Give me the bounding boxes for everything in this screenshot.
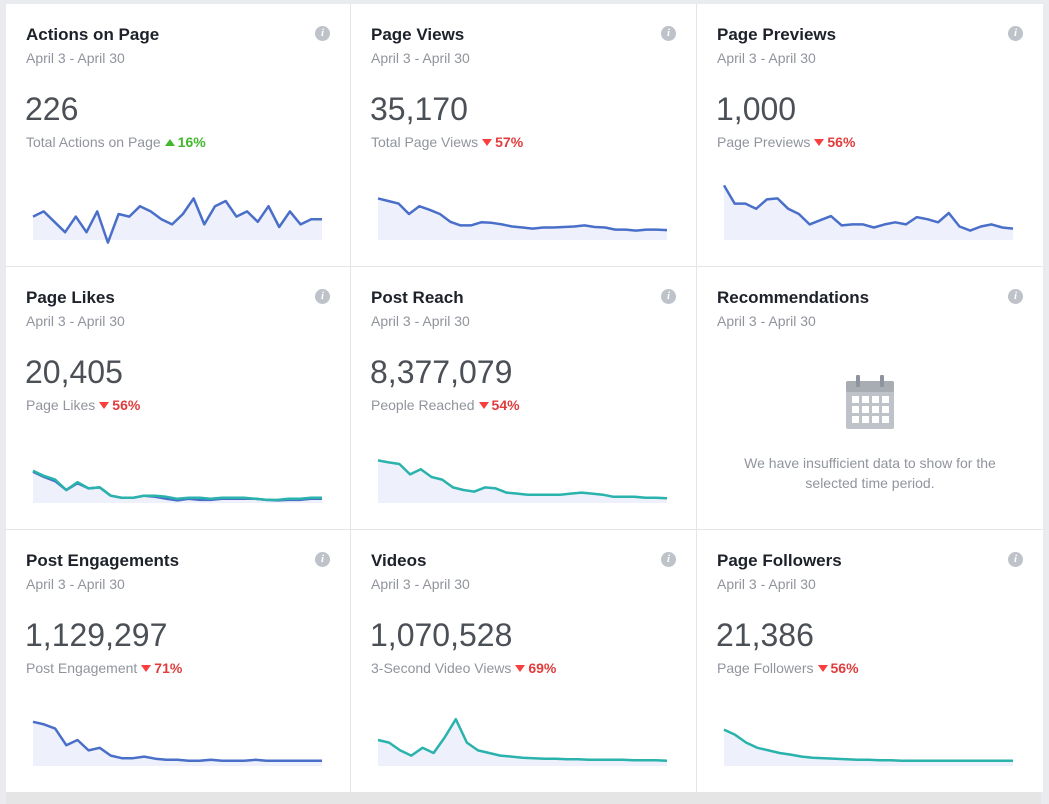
sparkline-chart[interactable] (6, 437, 350, 517)
triangle-down-icon (99, 402, 110, 409)
metric-row: Page Followers 56% (717, 660, 859, 676)
card-date-range: April 3 - April 30 (26, 50, 125, 66)
metric-value: 20,405 (25, 354, 123, 390)
card-page-followers[interactable]: Page Followers April 3 - April 30 i 21,3… (697, 530, 1043, 792)
card-date-range: April 3 - April 30 (371, 576, 470, 592)
card-date-range: April 3 - April 30 (717, 313, 816, 329)
info-icon[interactable]: i (1008, 552, 1023, 567)
sparkline-area (33, 470, 322, 503)
sparkline-area (378, 460, 667, 503)
card-page-views[interactable]: Page Views April 3 - April 30 i 35,170 T… (351, 4, 696, 266)
triangle-down-icon (482, 139, 493, 146)
sparkline-line (32, 197, 322, 244)
metric-row: 3-Second Video Views 69% (371, 660, 556, 676)
empty-state-message: We have insufficient data to show for th… (744, 455, 996, 491)
info-icon[interactable]: i (315, 552, 330, 567)
metric-row: Page Previews 56% (717, 134, 855, 150)
sparkline-chart[interactable] (351, 700, 695, 780)
sparkline-line (32, 469, 322, 502)
sparkline-line (722, 184, 1014, 232)
card-title[interactable]: Post Reach (371, 288, 464, 307)
card-title[interactable]: Post Engagements (26, 551, 180, 570)
info-icon[interactable]: i (661, 289, 676, 304)
change-percent: 57% (495, 134, 524, 150)
metric-row: Total Page Views 57% (371, 134, 523, 150)
metric-label: Page Followers (717, 660, 814, 676)
metric-label: 3-Second Video Views (371, 660, 512, 676)
metric-label: Total Page Views (371, 134, 479, 150)
card-date-range: April 3 - April 30 (371, 50, 470, 66)
card-page-previews[interactable]: Page Previews April 3 - April 30 i 1,000… (697, 4, 1043, 266)
card-title[interactable]: Actions on Page (26, 25, 160, 44)
card-date-range: April 3 - April 30 (26, 313, 125, 329)
sparkline-chart[interactable] (351, 174, 695, 254)
metric-value: 8,377,079 (370, 354, 513, 390)
triangle-down-icon (814, 139, 825, 146)
change-percent: 56% (830, 660, 859, 676)
sparkline-line (377, 197, 668, 232)
card-actions-on-page[interactable]: Actions on Page April 3 - April 30 i 226… (6, 4, 350, 266)
info-icon[interactable]: i (1008, 289, 1023, 304)
metric-label: Page Likes (26, 397, 96, 413)
metric-label: Total Actions on Page (26, 134, 161, 150)
metric-value: 1,070,528 (370, 617, 513, 653)
card-date-range: April 3 - April 30 (717, 576, 816, 592)
change-percent: 16% (177, 134, 206, 150)
metric-row: Page Likes 56% (26, 397, 140, 413)
card-videos[interactable]: Videos April 3 - April 30 i 1,070,528 3-… (351, 530, 696, 792)
metric-value: 1,129,297 (25, 617, 168, 653)
card-page-likes[interactable]: Page Likes April 3 - April 30 i 20,405 P… (6, 267, 350, 529)
change-percent: 69% (528, 660, 557, 676)
sparkline-area (724, 185, 1013, 240)
sparkline-chart[interactable] (6, 174, 350, 254)
calendar-icon (846, 375, 894, 429)
metric-value: 226 (25, 91, 79, 127)
metric-label: Page Previews (717, 134, 811, 150)
info-icon[interactable]: i (315, 26, 330, 41)
card-post-engagements[interactable]: Post Engagements April 3 - April 30 i 1,… (6, 530, 350, 792)
card-date-range: April 3 - April 30 (371, 313, 470, 329)
change-percent: 71% (154, 660, 183, 676)
change-percent: 54% (491, 397, 520, 413)
triangle-down-icon (515, 665, 526, 672)
card-recommendations[interactable]: Recommendations April 3 - April 30 i We … (697, 267, 1043, 529)
metric-label: People Reached (371, 397, 475, 413)
info-icon[interactable]: i (661, 26, 676, 41)
sparkline-chart[interactable] (351, 437, 695, 517)
card-date-range: April 3 - April 30 (717, 50, 816, 66)
sparkline-chart[interactable] (697, 174, 1041, 254)
change-percent: 56% (827, 134, 856, 150)
info-icon[interactable]: i (661, 552, 676, 567)
metric-value: 1,000 (716, 91, 797, 127)
sparkline-line (377, 459, 668, 500)
sparkline-chart[interactable] (6, 700, 350, 780)
metric-label: Post Engagement (26, 660, 138, 676)
metric-row: Total Actions on Page 16% (26, 134, 206, 150)
triangle-up-icon (164, 139, 175, 146)
card-post-reach[interactable]: Post Reach April 3 - April 30 i 8,377,07… (351, 267, 696, 529)
card-title[interactable]: Page Previews (717, 25, 837, 44)
sparkline-chart[interactable] (697, 700, 1041, 780)
card-title[interactable]: Recommendations (717, 288, 870, 307)
metric-value: 35,170 (370, 91, 468, 127)
sparkline-area (378, 198, 667, 240)
metric-value: 21,386 (716, 617, 814, 653)
metric-row: Post Engagement 71% (26, 660, 182, 676)
insights-grid: Actions on Page April 3 - April 30 i 226… (6, 4, 1043, 804)
change-percent: 56% (112, 397, 141, 413)
metric-row: People Reached 54% (371, 397, 520, 413)
triangle-down-icon (141, 665, 152, 672)
triangle-down-icon (817, 665, 828, 672)
triangle-down-icon (478, 402, 489, 409)
card-title[interactable]: Page Followers (717, 551, 842, 570)
card-title[interactable]: Page Likes (26, 288, 115, 307)
info-icon[interactable]: i (315, 289, 330, 304)
info-icon[interactable]: i (1008, 26, 1023, 41)
card-title[interactable]: Videos (371, 551, 427, 570)
card-date-range: April 3 - April 30 (26, 576, 125, 592)
card-title[interactable]: Page Views (371, 25, 465, 44)
